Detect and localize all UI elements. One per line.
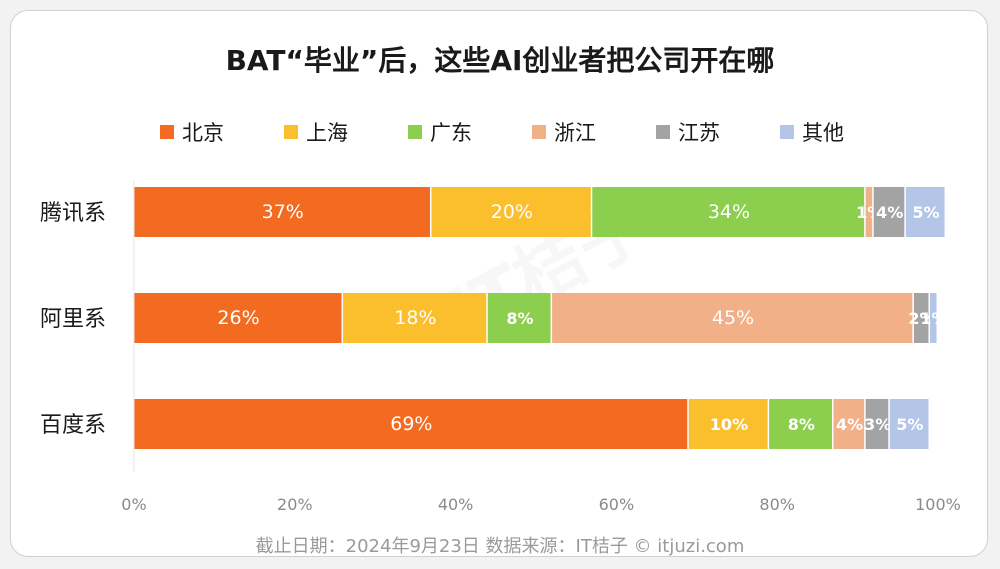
legend-swatch (532, 125, 546, 139)
chart-card (10, 10, 988, 557)
bar-segment (905, 187, 945, 237)
bar-segment (592, 187, 865, 237)
x-tick-label: 100% (915, 495, 961, 514)
bar-segment (769, 399, 832, 449)
category-label: 腾讯系 (40, 201, 106, 226)
data-label: 20% (491, 201, 533, 223)
category-label: 阿里系 (40, 307, 106, 332)
data-label: 4% (876, 203, 903, 222)
bar-segment (134, 187, 430, 237)
bar-segment (929, 293, 937, 343)
data-label: 18% (394, 307, 436, 329)
data-label: 69% (390, 413, 432, 435)
legend-swatch (160, 125, 174, 139)
data-label: 26% (217, 307, 259, 329)
bar-segment (487, 293, 551, 343)
bar-segment (865, 399, 889, 449)
data-label: 3% (864, 415, 891, 434)
x-tick-label: 20% (277, 495, 313, 514)
footer-source: 截止日期：2024年9月23日 数据来源：IT桔子 © itjuzi.com (256, 536, 745, 557)
data-label: 4% (836, 415, 863, 434)
chart-title: BAT“毕业”后，这些AI创业者把公司开在哪 (226, 44, 775, 77)
legend-label: 江苏 (678, 121, 720, 145)
data-label: 5% (896, 415, 923, 434)
legend-label: 广东 (430, 121, 472, 145)
data-label: 1% (920, 309, 947, 328)
data-label: 2% (908, 309, 935, 328)
legend-label: 浙江 (554, 121, 596, 145)
x-axis-ticks: 0% 20% 40% 60% 80% 100% (121, 180, 961, 514)
x-tick-label: 0% (121, 495, 146, 514)
bar-segment (873, 187, 905, 237)
bar-segment (688, 399, 768, 449)
legend-swatch (408, 125, 422, 139)
bar-segment (431, 187, 591, 237)
legend-swatch (284, 125, 298, 139)
data-label: 34% (708, 201, 750, 223)
x-tick-label: 40% (438, 495, 474, 514)
bar-segment (552, 293, 913, 343)
legend-swatch (656, 125, 670, 139)
legend: 北京 上海 广东 浙江 江苏 其他 (160, 121, 844, 145)
x-tick-label: 60% (599, 495, 635, 514)
bar-segment (134, 399, 688, 449)
bar-segment (889, 399, 929, 449)
bar-segment (913, 293, 929, 343)
bar-segment (343, 293, 487, 343)
data-label: 8% (788, 415, 815, 434)
bar-segment (134, 293, 342, 343)
data-label: 45% (712, 307, 754, 329)
data-label: 8% (506, 309, 533, 328)
category-label: 百度系 (40, 413, 106, 438)
legend-label: 上海 (306, 121, 348, 145)
legend-label: 其他 (802, 121, 844, 145)
bar-segment (865, 187, 873, 237)
data-label: 5% (912, 203, 939, 222)
bars: 37% 20% 34% 1%4% 5%26% 18% 8% 45% 2%1%69% 10% 8% 4%… (134, 187, 948, 449)
bar-segment (833, 399, 865, 449)
x-tick-label: 80% (759, 495, 795, 514)
legend-swatch (780, 125, 794, 139)
data-label: 37% (262, 201, 304, 223)
legend-label: 北京 (182, 121, 224, 145)
data-label: 10% (710, 415, 748, 434)
